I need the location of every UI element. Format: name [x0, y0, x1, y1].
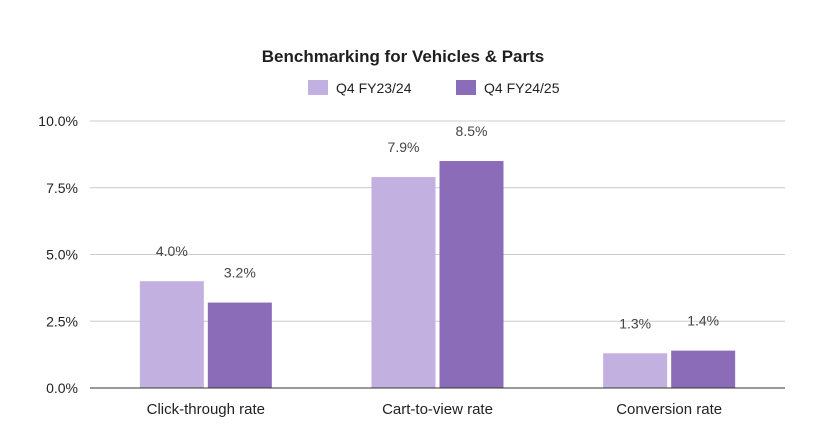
data-label: 3.2% [224, 265, 256, 281]
y-tick-label: 10.0% [38, 113, 78, 129]
bars [139, 161, 736, 388]
bar-q4-fy24-25-click-through-rate [207, 302, 272, 388]
x-axis-categories: Click-through rate Cart-to-view rate Conve… [147, 401, 722, 418]
x-category-label: Conversion rate [616, 401, 722, 418]
legend-swatch-q4-fy23-24 [308, 80, 328, 95]
legend-item-q4-fy24-25: Q4 FY24/25 [456, 80, 560, 96]
y-tick-label: 2.5% [46, 313, 78, 329]
bar-q4-fy24-25-conversion-rate [671, 350, 736, 388]
legend-label-q4-fy23-24: Q4 FY23/24 [336, 80, 412, 96]
bar-q4-fy23-24-conversion-rate [603, 353, 668, 388]
chart-title: Benchmarking for Vehicles & Parts [262, 47, 545, 66]
x-category-label: Click-through rate [147, 401, 265, 418]
legend-item-q4-fy23-24: Q4 FY23/24 [308, 80, 412, 96]
bar-q4-fy23-24-click-through-rate [139, 281, 204, 388]
x-category-label: Cart-to-view rate [382, 401, 493, 418]
y-tick-label: 5.0% [46, 247, 78, 263]
data-label: 8.5% [456, 123, 488, 139]
bar-q4-fy24-25-cart-to-view-rate [439, 161, 504, 388]
legend-label-q4-fy24-25: Q4 FY24/25 [484, 80, 560, 96]
y-tick-label: 7.5% [46, 180, 78, 196]
data-label: 7.9% [388, 139, 420, 155]
bar-q4-fy23-24-cart-to-view-rate [371, 177, 436, 388]
y-axis-ticks: 0.0% 2.5% 5.0% 7.5% 10.0% [38, 113, 78, 396]
data-label: 1.4% [687, 313, 719, 329]
legend-swatch-q4-fy24-25 [456, 80, 476, 95]
data-labels: 4.0% 3.2% 7.9% 8.5% 1.3% 1.4% [156, 123, 719, 331]
legend: Q4 FY23/24 Q4 FY24/25 [308, 80, 560, 96]
data-label: 1.3% [619, 315, 651, 331]
gridlines [90, 120, 785, 322]
data-label: 4.0% [156, 243, 188, 259]
y-tick-label: 0.0% [46, 380, 78, 396]
